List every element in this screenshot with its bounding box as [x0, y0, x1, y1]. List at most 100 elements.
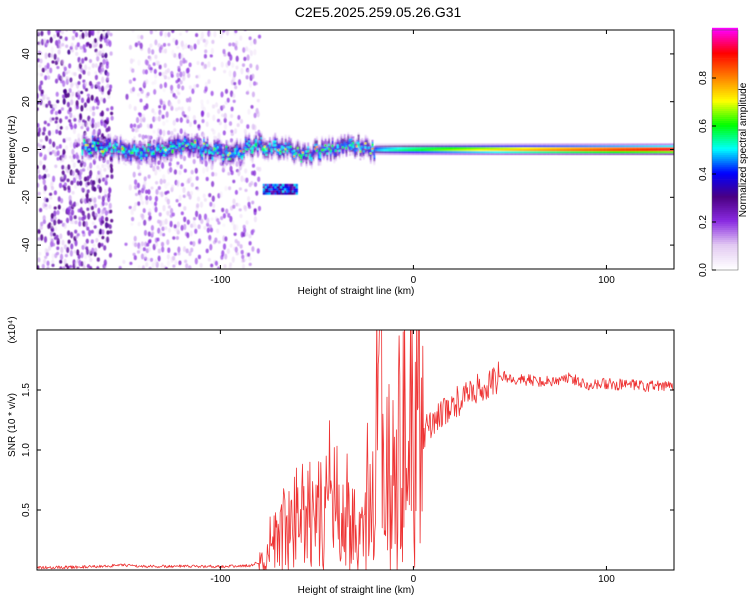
heat-cell [317, 146, 320, 149]
heat-cell [387, 145, 390, 148]
heat-cell [646, 143, 648, 146]
heat-cell [481, 143, 483, 146]
heat-cell [166, 210, 170, 217]
heat-cell [117, 161, 120, 164]
heat-cell [474, 153, 476, 155]
heat-cell [632, 153, 635, 155]
heat-cell [366, 145, 369, 148]
heat-cell [421, 153, 424, 155]
heat-cell [121, 155, 124, 158]
heat-cell [192, 115, 196, 121]
heat-cell [133, 138, 136, 141]
heat-cell [343, 136, 346, 138]
heat-cell [208, 31, 213, 38]
heat-cell [201, 140, 204, 143]
heat-cell [189, 140, 192, 143]
heat-cell [220, 149, 223, 152]
heat-cell [527, 149, 530, 152]
heat-cell [201, 146, 204, 149]
heat-cell [102, 148, 105, 151]
heat-cell [375, 145, 377, 148]
heat-cell [145, 156, 148, 159]
heat-cell [37, 257, 41, 263]
heat-cell [514, 145, 516, 148]
heat-cell [175, 107, 179, 112]
heat-cell [48, 138, 52, 145]
heat-cell [156, 147, 159, 150]
heat-cell [609, 147, 612, 150]
heat-cell [42, 164, 46, 171]
heat-cell [71, 158, 75, 163]
heat-cell [639, 151, 642, 154]
heat-cell [126, 159, 129, 162]
heat-cell [383, 147, 386, 150]
heat-cell [222, 163, 225, 166]
heat-cell [282, 152, 285, 155]
heat-cell [322, 156, 325, 159]
heat-cell [237, 155, 240, 158]
heat-cell [578, 147, 581, 150]
heat-cell [633, 153, 636, 155]
heat-cell [108, 88, 112, 92]
heat-cell [117, 144, 120, 147]
heat-cell [87, 212, 91, 220]
heat-cell [66, 246, 70, 254]
heat-cell [185, 135, 188, 137]
heat-cell [416, 147, 419, 150]
heat-cell [152, 143, 155, 145]
heat-cell [366, 139, 369, 142]
heat-cell [237, 142, 240, 145]
heat-cell [208, 148, 211, 150]
heat-cell [288, 140, 291, 143]
heat-cell [276, 137, 278, 140]
heat-cell [187, 151, 190, 153]
heat-cell [210, 163, 212, 165]
heat-cell [138, 133, 142, 138]
heat-cell [550, 151, 553, 154]
heat-cell [183, 216, 187, 223]
heat-cell [611, 153, 614, 155]
heat-cell [216, 153, 219, 156]
heat-cell [189, 144, 192, 147]
heat-cell [401, 143, 404, 146]
heat-cell [232, 142, 235, 145]
heat-cell [108, 40, 112, 47]
heat-cell [47, 130, 52, 136]
heat-cell [277, 158, 280, 161]
heat-cell [234, 146, 237, 149]
heat-cell [188, 62, 192, 68]
heat-cell [213, 143, 216, 146]
heat-cell [163, 160, 165, 163]
heat-cell [522, 151, 525, 154]
heat-cell [102, 30, 106, 32]
heat-cell [470, 147, 473, 150]
heat-cell [354, 139, 357, 142]
heat-cell [70, 99, 74, 106]
heat-cell [94, 212, 98, 218]
heat-cell [658, 147, 661, 150]
heat-cell [175, 144, 178, 147]
heat-cell [121, 145, 124, 148]
heat-cell [96, 121, 100, 128]
heat-cell [105, 174, 109, 178]
heat-cell [238, 208, 242, 212]
heat-cell [312, 149, 315, 152]
heat-cell [149, 257, 154, 262]
heat-cell [262, 190, 265, 193]
heat-cell [103, 122, 107, 129]
heat-cell [359, 144, 362, 147]
heat-cell [239, 118, 244, 124]
heat-cell [93, 141, 96, 144]
heat-cell [263, 138, 266, 140]
heat-cell [264, 192, 267, 195]
heat-cell [163, 48, 168, 54]
heat-cell [314, 149, 317, 152]
heat-cell [51, 263, 55, 268]
heat-cell [268, 183, 271, 187]
heat-cell [282, 186, 285, 189]
heat-cell [117, 152, 120, 155]
heat-cell [284, 150, 287, 152]
heat-cell [45, 248, 50, 253]
heat-cell [315, 140, 318, 143]
heat-cell [543, 151, 546, 154]
